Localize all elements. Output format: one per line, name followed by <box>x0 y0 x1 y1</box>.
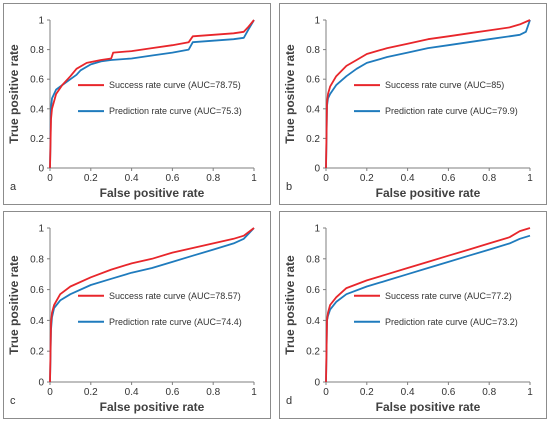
y-tick-label: 0.6 <box>306 285 320 296</box>
y-tick-label: 0.4 <box>306 316 320 327</box>
y-tick-label: 1 <box>38 224 44 235</box>
chart-svg-a: 0 0.2 0.4 0.6 0.8 1 0 0.2 0.4 0.6 0.8 1 False positi… <box>7 16 257 201</box>
y-tick-label: 0.2 <box>306 347 320 358</box>
panel-label: b <box>286 181 292 193</box>
x-axis-label: False positive rate <box>100 186 205 200</box>
legend-label-prediction: Prediction rate curve (AUC=74.4) <box>109 317 242 327</box>
y-tick-label: 0.8 <box>30 254 44 265</box>
x-tick-label: 1 <box>251 173 257 184</box>
chart-svg-d: 0 0.2 0.4 0.6 0.8 1 0 0.2 0.4 0.6 0.8 1 False positi… <box>283 224 533 415</box>
y-tick-label: 0.4 <box>30 104 44 115</box>
legend-label-success: Success rate curve (AUC=85) <box>385 80 504 90</box>
x-tick-label: 0.6 <box>441 387 455 398</box>
y-tick-label: 0.6 <box>30 285 44 296</box>
y-tick-label: 0 <box>314 164 320 175</box>
x-tick-label: 1 <box>251 387 257 398</box>
y-tick-label: 0.8 <box>306 254 320 265</box>
x-tick-label: 0.8 <box>206 387 220 398</box>
y-tick-label: 1 <box>38 16 44 27</box>
panel-label: c <box>10 395 16 407</box>
y-axis-label: True positive rate <box>7 44 21 144</box>
x-tick-label: 1 <box>527 173 533 184</box>
chart-panel-b: 0 0.2 0.4 0.6 0.8 1 0 0.2 0.4 0.6 0.8 1 False positi… <box>279 3 547 205</box>
y-axis-label: True positive rate <box>283 44 297 144</box>
series-line-success <box>49 227 255 383</box>
y-tick-label: 0.8 <box>306 45 320 56</box>
x-tick-label: 0 <box>323 173 329 184</box>
y-tick-label: 1 <box>314 16 320 27</box>
x-tick-label: 0.2 <box>84 173 98 184</box>
y-tick-label: 0 <box>38 378 44 389</box>
x-tick-label: 0 <box>47 173 53 184</box>
y-tick-label: 0 <box>314 378 320 389</box>
chart-svg-b: 0 0.2 0.4 0.6 0.8 1 0 0.2 0.4 0.6 0.8 1 False positi… <box>283 16 533 201</box>
x-tick-label: 1 <box>527 387 533 398</box>
panel-label: d <box>286 395 292 407</box>
x-tick-label: 0.8 <box>206 173 220 184</box>
legend-label-prediction: Prediction rate curve (AUC=73.2) <box>385 317 518 327</box>
y-tick-label: 0.6 <box>306 75 320 86</box>
legend-label-prediction: Prediction rate curve (AUC=79.9) <box>385 106 518 116</box>
series-line-prediction <box>49 227 255 383</box>
chart-panel-a: 0 0.2 0.4 0.6 0.8 1 0 0.2 0.4 0.6 0.8 1 False positi… <box>3 3 271 205</box>
panel-label: a <box>10 181 17 193</box>
x-tick-label: 0.6 <box>441 173 455 184</box>
legend-label-prediction: Prediction rate curve (AUC=75.3) <box>109 106 242 116</box>
x-tick-label: 0 <box>47 387 53 398</box>
x-tick-label: 0 <box>323 387 329 398</box>
chart-panel-d: 0 0.2 0.4 0.6 0.8 1 0 0.2 0.4 0.6 0.8 1 False positi… <box>279 211 547 419</box>
x-tick-label: 0.2 <box>360 387 374 398</box>
series-line-prediction <box>49 19 255 169</box>
series-line-success <box>325 227 531 383</box>
x-tick-label: 0.2 <box>84 387 98 398</box>
y-tick-label: 0.2 <box>30 347 44 358</box>
y-tick-label: 0.8 <box>30 45 44 56</box>
x-tick-label: 0.8 <box>482 387 496 398</box>
x-tick-label: 0.4 <box>125 173 139 184</box>
y-tick-label: 0.2 <box>30 134 44 145</box>
y-tick-label: 1 <box>314 224 320 235</box>
y-axis-label: True positive rate <box>7 255 21 355</box>
series-line-prediction <box>325 19 531 169</box>
y-tick-label: 0.6 <box>30 75 44 86</box>
x-axis-label: False positive rate <box>100 400 205 414</box>
chart-panel-c: 0 0.2 0.4 0.6 0.8 1 0 0.2 0.4 0.6 0.8 1 False positi… <box>3 211 271 419</box>
y-tick-label: 0.2 <box>306 134 320 145</box>
x-tick-label: 0.6 <box>165 387 179 398</box>
x-axis-label: False positive rate <box>376 186 481 200</box>
x-tick-label: 0.4 <box>401 173 415 184</box>
x-tick-label: 0.8 <box>482 173 496 184</box>
legend-label-success: Success rate curve (AUC=77.2) <box>385 291 512 301</box>
y-tick-label: 0.4 <box>306 104 320 115</box>
x-tick-label: 0.4 <box>401 387 415 398</box>
x-tick-label: 0.6 <box>165 173 179 184</box>
x-tick-label: 0.2 <box>360 173 374 184</box>
series-line-success <box>49 19 255 169</box>
y-tick-label: 0 <box>38 164 44 175</box>
x-axis-label: False positive rate <box>376 400 481 414</box>
series-line-prediction <box>325 234 531 383</box>
legend-label-success: Success rate curve (AUC=78.75) <box>109 80 241 90</box>
legend-label-success: Success rate curve (AUC=78.57) <box>109 291 241 301</box>
y-axis-label: True positive rate <box>283 255 297 355</box>
chart-svg-c: 0 0.2 0.4 0.6 0.8 1 0 0.2 0.4 0.6 0.8 1 False positi… <box>7 224 257 415</box>
y-tick-label: 0.4 <box>30 316 44 327</box>
series-line-success <box>325 19 531 169</box>
x-tick-label: 0.4 <box>125 387 139 398</box>
